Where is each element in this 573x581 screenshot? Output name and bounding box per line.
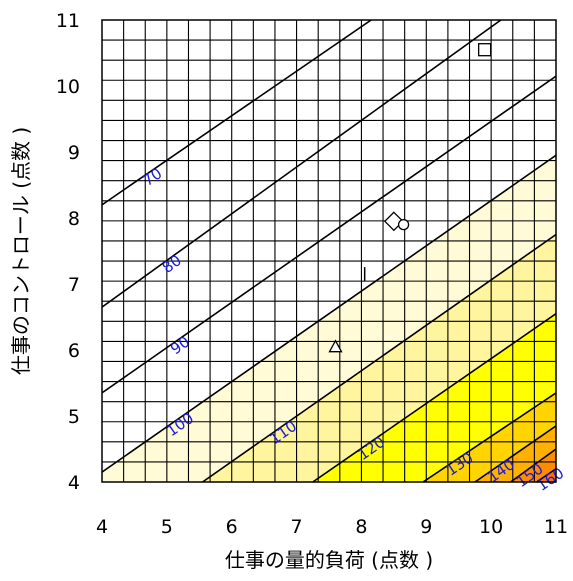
x-tick-label: 8	[355, 516, 367, 538]
contour-line	[536, 468, 556, 482]
x-tick-label: 4	[96, 516, 108, 538]
contour-line	[102, 75, 556, 394]
square-marker	[478, 43, 492, 57]
contour-line	[102, 20, 372, 206]
circle-marker	[397, 218, 410, 231]
y-tick-label: 5	[68, 406, 80, 428]
y-tick-label: 4	[68, 472, 80, 494]
y-tick-label: 7	[68, 274, 80, 296]
grid-lines	[102, 20, 556, 482]
contour-label: 80	[159, 251, 185, 277]
contour-line	[102, 154, 556, 473]
x-tick-label: 9	[420, 516, 432, 538]
x-axis-title: 仕事の量的負荷 (点数 )	[225, 548, 433, 572]
x-tick-labels: 4 5 6 7 8 9 10 11	[96, 516, 568, 538]
y-tick-label: 11	[56, 10, 80, 32]
y-tick-label: 6	[68, 340, 80, 362]
y-tick-label: 10	[56, 76, 80, 98]
contour-line	[474, 425, 556, 482]
contour-label: 70	[139, 164, 165, 190]
y-tick-label: 9	[68, 142, 80, 164]
contour-lines	[102, 20, 556, 482]
contour-line	[312, 313, 556, 482]
contour-line	[422, 392, 556, 482]
x-tick-label: 10	[479, 516, 503, 538]
contour-label: 90	[167, 333, 193, 359]
contour-line	[102, 20, 502, 308]
y-axis-title: 仕事のコントロール (点数 )	[9, 127, 33, 375]
contour-line	[510, 448, 556, 482]
fill-band	[102, 155, 556, 482]
x-tick-label: 11	[544, 516, 568, 538]
plot-frame	[101, 19, 557, 483]
y-tick-label: 8	[68, 208, 80, 230]
x-tick-label: 5	[161, 516, 173, 538]
data-markers	[328, 43, 492, 353]
x-tick-label: 6	[226, 516, 238, 538]
triangle-marker	[328, 339, 343, 353]
contour-line	[202, 233, 556, 482]
y-tick-labels: 4 5 6 7 8 9 10 11	[56, 10, 80, 494]
x-tick-label: 7	[291, 516, 303, 538]
